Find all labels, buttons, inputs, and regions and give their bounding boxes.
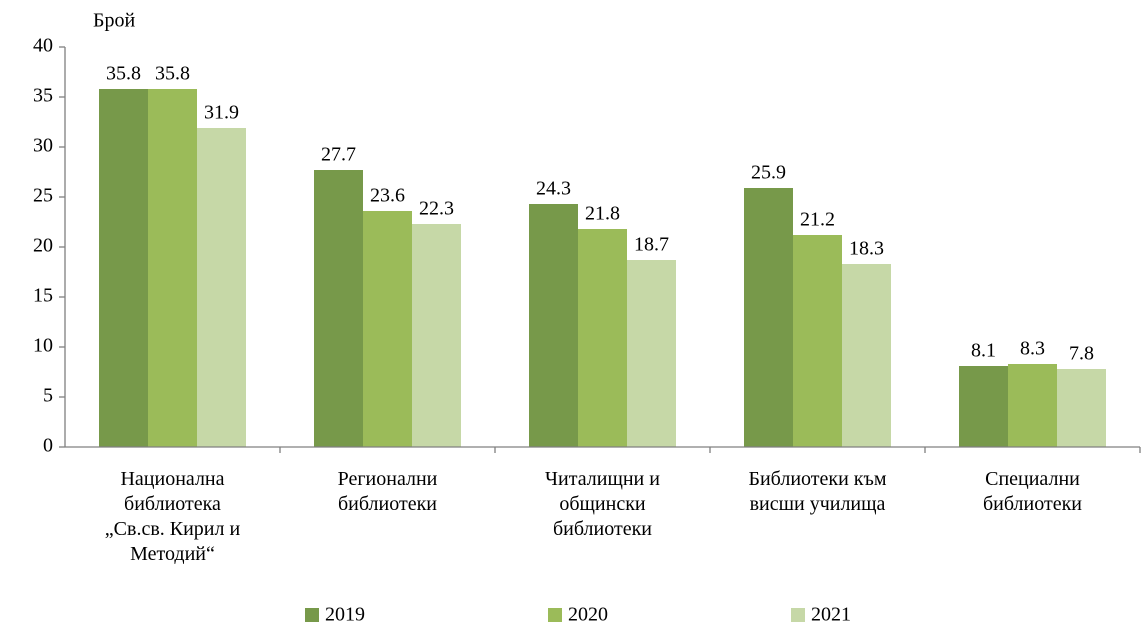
x-tick-label-line: общински [559,493,646,515]
legend-label: 2020 [568,604,608,626]
y-tick-label: 25 [33,185,53,207]
bar [842,264,891,447]
data-label: 27.7 [321,144,356,166]
y-tick-label: 35 [33,85,53,107]
bar [744,188,793,447]
x-tick-label-line: висши училища [750,493,886,515]
bar [99,89,148,447]
data-label: 18.3 [849,238,884,260]
y-tick-label: 40 [33,35,53,57]
data-label: 8.1 [971,340,996,362]
data-label: 25.9 [751,162,786,184]
legend-label: 2021 [811,604,851,626]
x-tick-label: Читалищни и общински библиотеки [545,468,660,540]
bar [793,235,842,447]
x-tick-label: Специални библиотеки [983,468,1082,515]
data-label: 21.8 [585,203,620,225]
x-tick-label-line: библиотеки [983,493,1082,515]
legend-swatch [548,608,562,622]
x-tick-label: Библиотеки към висши училища [748,468,886,515]
x-tick-label-line: Специални [985,468,1080,490]
data-label: 35.8 [106,63,141,85]
bar [529,204,578,447]
data-label: 24.3 [536,178,571,200]
y-tick-label: 20 [33,235,53,257]
x-tick-label-line: Библиотеки към [748,468,886,490]
bar [148,89,197,447]
data-label: 7.8 [1069,343,1094,365]
bar [197,128,246,447]
data-label: 22.3 [419,198,454,220]
bar [1057,369,1106,447]
data-label: 8.3 [1020,338,1045,360]
x-tick-label-line: Читалищни и [545,468,660,490]
y-tick-label: 0 [43,435,53,457]
x-tick-label-line: Национална [120,468,224,490]
bar [412,224,461,447]
data-label: 18.7 [634,234,669,256]
x-tick-label: Регионални библиотеки [338,468,438,515]
data-label: 31.9 [204,102,239,124]
bar [1008,364,1057,447]
x-tick-label-line: библиотеки [553,518,652,540]
y-axis-title: Брой [93,10,135,32]
x-tick-label-line: Регионални [338,468,438,490]
y-tick-label: 30 [33,135,53,157]
y-tick-label: 5 [43,385,53,407]
bar [314,170,363,447]
y-tick-label: 10 [33,335,53,357]
data-label: 23.6 [370,185,405,207]
y-tick-label: 15 [33,285,53,307]
legend-label: 2019 [325,604,365,626]
x-tick-label-line: Методий“ [130,543,215,565]
x-tick-label-line: библиотека [124,493,221,515]
bar [959,366,1008,447]
legend-swatch [791,608,805,622]
legend-swatch [305,608,319,622]
bar [363,211,412,447]
bar [627,260,676,447]
x-tick-label: Национална библиотека „Св.св. Кирил и Метод… [105,468,241,565]
x-tick-label-line: „Св.св. Кирил и [105,518,241,540]
data-label: 35.8 [155,63,190,85]
data-label: 21.2 [800,209,835,231]
bar [578,229,627,447]
x-tick-label-line: библиотеки [338,493,437,515]
